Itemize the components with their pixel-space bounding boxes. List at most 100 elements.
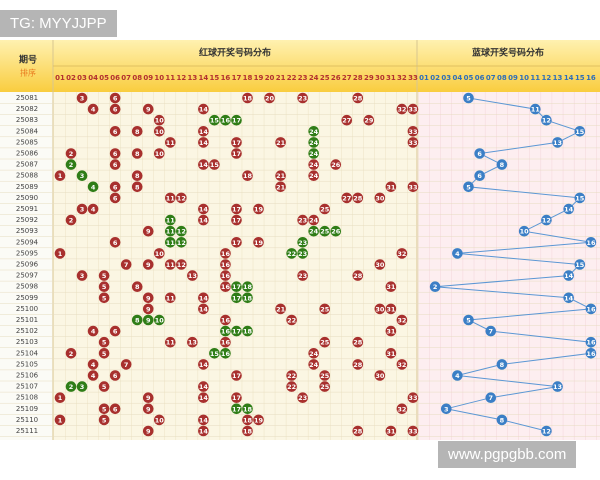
red-ball-number: 3: [80, 206, 85, 214]
red-ball-number: 8: [135, 283, 140, 291]
red-ball: [220, 314, 231, 326]
red-ball-number: 8: [135, 128, 140, 136]
red-ball-number: 32: [397, 250, 406, 258]
red-ball: [275, 137, 286, 148]
red-ball-number: 26: [331, 161, 341, 169]
red-ball-number: 33: [408, 128, 417, 136]
red-ball: [87, 203, 99, 215]
red-ball-number: 25: [320, 383, 330, 391]
red-ball: [198, 425, 209, 437]
red-ball: [65, 214, 77, 226]
red-ball: [352, 359, 364, 370]
red-ball: [142, 303, 154, 315]
red-ball-number: 14: [199, 217, 209, 225]
issue: 25110: [16, 416, 38, 424]
red-ball: [198, 292, 209, 304]
red-ball-number: 14: [199, 161, 209, 169]
blue-ball: [463, 181, 474, 193]
red-ball: [385, 303, 397, 315]
red-ball: [165, 214, 176, 226]
blue-number: 08: [497, 74, 507, 82]
blue-number: 06: [475, 74, 485, 82]
blue-ball-number: 7: [489, 328, 494, 336]
red-title: 红球开奖号码分布: [199, 47, 271, 59]
red-number: 21: [276, 74, 286, 82]
red-ball-number: 9: [146, 317, 151, 325]
red-ball-number: 5: [102, 416, 107, 424]
red-ball-number: 24: [309, 139, 319, 147]
red-ball: [187, 336, 198, 348]
red-ball: [87, 103, 99, 115]
blue-ball: [496, 414, 508, 426]
blue-ball: [541, 214, 552, 226]
blue-ball: [474, 148, 485, 159]
red-ball: [87, 359, 99, 370]
blue-number: 11: [530, 74, 540, 82]
red-ball: [297, 392, 308, 404]
issue: 25089: [16, 183, 38, 191]
red-number: 01: [55, 74, 65, 82]
red-ball: [153, 126, 165, 137]
red-ball-number: 24: [309, 161, 319, 169]
red-ball: [275, 170, 286, 181]
red-number: 25: [320, 74, 330, 82]
issue: 25104: [16, 349, 39, 357]
blue-ball-number: 6: [477, 150, 482, 158]
red-ball-number: 11: [166, 228, 176, 236]
red-ball-number: 8: [135, 172, 140, 180]
red-ball-number: 11: [166, 217, 176, 225]
issue: 25111: [16, 427, 38, 435]
red-number: 33: [408, 74, 418, 82]
red-ball-number: 14: [199, 361, 209, 369]
red-ball: [242, 414, 253, 426]
red-ball-number: 5: [102, 405, 107, 413]
red-ball-number: 2: [69, 350, 74, 358]
blue-ball: [452, 248, 463, 259]
red-ball: [231, 392, 242, 404]
red-ball-number: 31: [386, 328, 396, 336]
red-ball-number: 10: [155, 128, 165, 136]
red-ball: [308, 214, 319, 226]
red-ball-number: 14: [199, 416, 209, 424]
red-ball-number: 22: [287, 372, 296, 380]
red-ball-number: 16: [221, 117, 231, 125]
red-ball: [374, 259, 386, 270]
red-ball-number: 12: [177, 228, 186, 236]
red-ball: [352, 92, 364, 104]
red-ball-number: 1: [58, 172, 63, 180]
red-ball-number: 24: [309, 172, 319, 180]
blue-ball-number: 16: [586, 305, 596, 313]
blue-ball: [463, 314, 474, 326]
red-ball-number: 5: [102, 294, 107, 302]
red-ball: [142, 403, 154, 415]
blue-number: 03: [441, 74, 451, 82]
red-ball: [220, 281, 231, 293]
red-ball-number: 23: [298, 250, 307, 258]
red-ball: [98, 381, 110, 392]
red-ball: [231, 403, 242, 415]
red-number: 02: [66, 74, 76, 82]
red-ball: [153, 248, 165, 259]
blue-ball: [563, 292, 574, 304]
red-ball: [286, 314, 297, 326]
red-ball-number: 16: [221, 317, 231, 325]
red-ball: [286, 248, 297, 259]
red-ball: [374, 303, 386, 315]
red-ball: [319, 303, 331, 315]
red-ball-number: 2: [69, 217, 74, 225]
red-ball-number: 1: [58, 394, 63, 402]
blue-ball-number: 14: [564, 272, 574, 280]
red-ball: [131, 170, 143, 181]
red-ball-number: 3: [80, 172, 85, 180]
red-ball: [54, 392, 66, 404]
red-ball-number: 27: [342, 194, 351, 202]
red-ball-number: 4: [91, 361, 96, 369]
red-ball: [176, 259, 187, 270]
red-ball-number: 24: [309, 361, 319, 369]
red-ball-number: 30: [375, 305, 385, 313]
red-ball-number: 8: [135, 150, 140, 158]
red-ball: [76, 203, 88, 215]
red-number: 03: [77, 74, 87, 82]
issue-header: 期号: [19, 54, 37, 66]
red-ball-number: 31: [386, 350, 396, 358]
